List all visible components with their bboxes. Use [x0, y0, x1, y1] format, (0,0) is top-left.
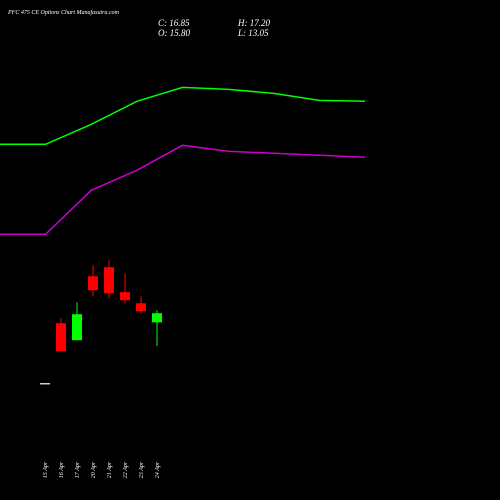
open-label: O: 15.80 — [158, 28, 190, 38]
candle-body — [40, 383, 50, 385]
low-label: L: 13.05 — [237, 28, 269, 38]
candle-body — [152, 313, 162, 323]
x-tick-label: 22 Apr — [123, 461, 129, 478]
indicator-line — [0, 86, 366, 146]
x-tick-label: 17 Apr — [75, 461, 81, 478]
x-tick-label: 16 Apr — [59, 461, 65, 478]
candle-body — [88, 276, 98, 291]
close-label: C: 16.85 — [158, 18, 190, 28]
candle-body — [136, 303, 146, 312]
candle-body — [104, 267, 114, 294]
x-tick-label: 24 Apr — [154, 461, 161, 478]
high-label: H: 17.20 — [237, 18, 270, 28]
x-tick-label: 15 Apr — [43, 461, 49, 478]
x-tick-label: 20 Apr — [91, 461, 97, 478]
indicator-line — [0, 144, 366, 235]
candle-body — [72, 314, 82, 341]
candle-body — [120, 292, 130, 301]
x-tick-label: 21 Apr — [107, 461, 113, 478]
chart-title: PFC 475 CE Options Chart Munafasutra.com — [7, 9, 120, 16]
candle-body — [56, 323, 66, 352]
x-tick-label: 23 Apr — [139, 461, 145, 478]
